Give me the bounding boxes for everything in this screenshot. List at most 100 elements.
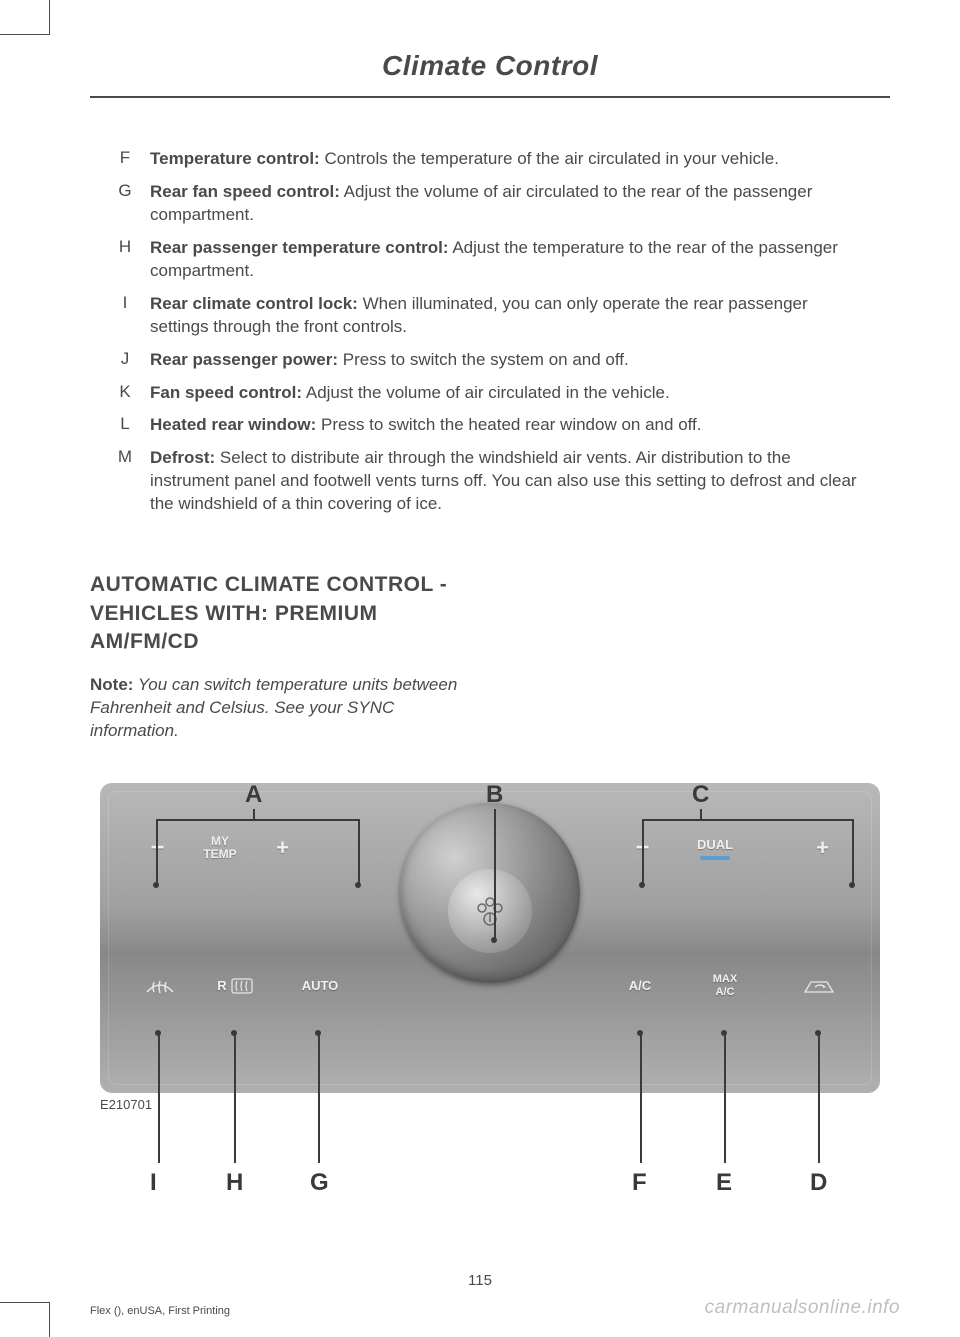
definition-letter: M: [100, 447, 150, 516]
definition-list: FTemperature control: Controls the tempe…: [90, 148, 890, 516]
definition-letter: H: [100, 237, 150, 283]
definition-letter: F: [100, 148, 150, 171]
section-heading: AUTOMATIC CLIMATE CONTROL - VEHICLES WIT…: [90, 571, 490, 656]
definition-row: KFan speed control: Adjust the volume of…: [100, 382, 870, 405]
mytemp-button[interactable]: MY TEMP: [185, 818, 255, 878]
mytemp-minus-button[interactable]: −: [135, 818, 180, 878]
definition-text: Rear passenger power: Press to switch th…: [150, 349, 629, 372]
page-corner-bl: [0, 1302, 50, 1337]
note-block: Note: You can switch temperature units b…: [90, 674, 480, 743]
fan-power-button[interactable]: [448, 869, 532, 953]
definition-row: GRear fan speed control: Adjust the volu…: [100, 181, 870, 227]
callout-label-h: H: [226, 1169, 243, 1197]
definition-text: Rear passenger temperature control: Adju…: [150, 237, 870, 283]
leader-line: [358, 819, 360, 883]
definition-text: Temperature control: Controls the temper…: [150, 148, 779, 171]
leader-dot: [849, 882, 855, 888]
definition-term: Rear passenger temperature control:: [150, 238, 449, 257]
definition-term: Defrost:: [150, 448, 215, 467]
climate-diagram: − MY TEMP + − DUAL + R: [100, 783, 900, 1112]
definition-desc: Press to switch the heated rear window o…: [316, 415, 701, 434]
leader-line: [640, 1035, 642, 1163]
definition-row: IRear climate control lock: When illumin…: [100, 293, 870, 339]
rear-defrost-icon: [231, 978, 253, 994]
ac-button[interactable]: A/C: [610, 958, 670, 1013]
leader-line: [318, 1035, 320, 1163]
note-label: Note:: [90, 675, 133, 694]
leader-line: [642, 819, 644, 883]
definition-desc: Controls the temperature of the air circ…: [320, 149, 779, 168]
callout-label-i: I: [150, 1169, 157, 1197]
callout-label-c: C: [692, 781, 709, 809]
leader-line: [818, 1035, 820, 1163]
leader-line: [156, 819, 358, 821]
definition-text: Defrost: Select to distribute air throug…: [150, 447, 870, 516]
leader-line: [253, 809, 255, 819]
callout-label-e: E: [716, 1169, 732, 1197]
definition-row: MDefrost: Select to distribute air throu…: [100, 447, 870, 516]
definition-term: Rear fan speed control:: [150, 182, 340, 201]
recirc-button[interactable]: [790, 958, 850, 1013]
page-title: Climate Control: [90, 50, 890, 82]
definition-text: Fan speed control: Adjust the volume of …: [150, 382, 670, 405]
page-number: 115: [0, 1272, 960, 1289]
definition-term: Fan speed control:: [150, 383, 302, 402]
control-panel: − MY TEMP + − DUAL + R: [100, 783, 880, 1093]
definition-desc: Press to switch the system on and off.: [338, 350, 629, 369]
definition-letter: I: [100, 293, 150, 339]
leader-dot: [153, 882, 159, 888]
leader-line: [724, 1035, 726, 1163]
leader-line: [234, 1035, 236, 1163]
leader-line: [158, 1035, 160, 1163]
fan-icon: [472, 893, 508, 929]
leader-line: [852, 819, 854, 883]
definition-letter: G: [100, 181, 150, 227]
title-rule: [90, 96, 890, 98]
leader-line: [494, 809, 496, 938]
definition-term: Heated rear window:: [150, 415, 316, 434]
definition-text: Heated rear window: Press to switch the …: [150, 414, 702, 437]
definition-row: FTemperature control: Controls the tempe…: [100, 148, 870, 171]
auto-button[interactable]: AUTO: [285, 958, 355, 1013]
callout-label-a: A: [245, 781, 262, 809]
definition-row: JRear passenger power: Press to switch t…: [100, 349, 870, 372]
leader-dot: [639, 882, 645, 888]
mytemp-plus-button[interactable]: +: [260, 818, 305, 878]
definition-text: Rear fan speed control: Adjust the volum…: [150, 181, 870, 227]
callout-label-b: B: [486, 781, 503, 809]
defrost-button[interactable]: [130, 958, 190, 1013]
callout-label-d: D: [810, 1169, 827, 1197]
definition-row: LHeated rear window: Press to switch the…: [100, 414, 870, 437]
leader-line: [156, 819, 158, 883]
recirc-icon: [803, 976, 837, 996]
definition-desc: Select to distribute air through the win…: [150, 448, 857, 513]
dual-plus-button[interactable]: +: [800, 818, 845, 878]
definition-letter: J: [100, 349, 150, 372]
diagram-code: E210701: [100, 1097, 900, 1112]
definition-letter: K: [100, 382, 150, 405]
dual-label: DUAL: [697, 837, 733, 852]
dual-indicator: [700, 856, 730, 860]
definition-term: Rear passenger power:: [150, 350, 338, 369]
r-label: R: [217, 978, 226, 993]
footer-left: Flex (), enUSA, First Printing: [90, 1305, 230, 1317]
defrost-icon: [145, 974, 175, 998]
leader-dot: [491, 937, 497, 943]
definition-desc: Adjust the volume of air circulated in t…: [302, 383, 670, 402]
max-ac-button[interactable]: MAX A/C: [690, 958, 760, 1013]
note-body: You can switch temperature units between…: [90, 675, 457, 740]
definition-term: Temperature control:: [150, 149, 320, 168]
dual-button[interactable]: DUAL: [680, 818, 750, 878]
leader-dot: [355, 882, 361, 888]
leader-line: [642, 819, 852, 821]
callout-label-f: F: [632, 1169, 647, 1197]
definition-row: HRear passenger temperature control: Adj…: [100, 237, 870, 283]
footer-right: carmanualsonline.info: [705, 1297, 900, 1319]
definition-text: Rear climate control lock: When illumina…: [150, 293, 870, 339]
page-corner-tl: [0, 0, 50, 35]
callout-label-g: G: [310, 1169, 329, 1197]
definition-term: Rear climate control lock:: [150, 294, 358, 313]
rear-defrost-button[interactable]: R: [200, 958, 270, 1013]
leader-line: [700, 809, 702, 819]
definition-letter: L: [100, 414, 150, 437]
